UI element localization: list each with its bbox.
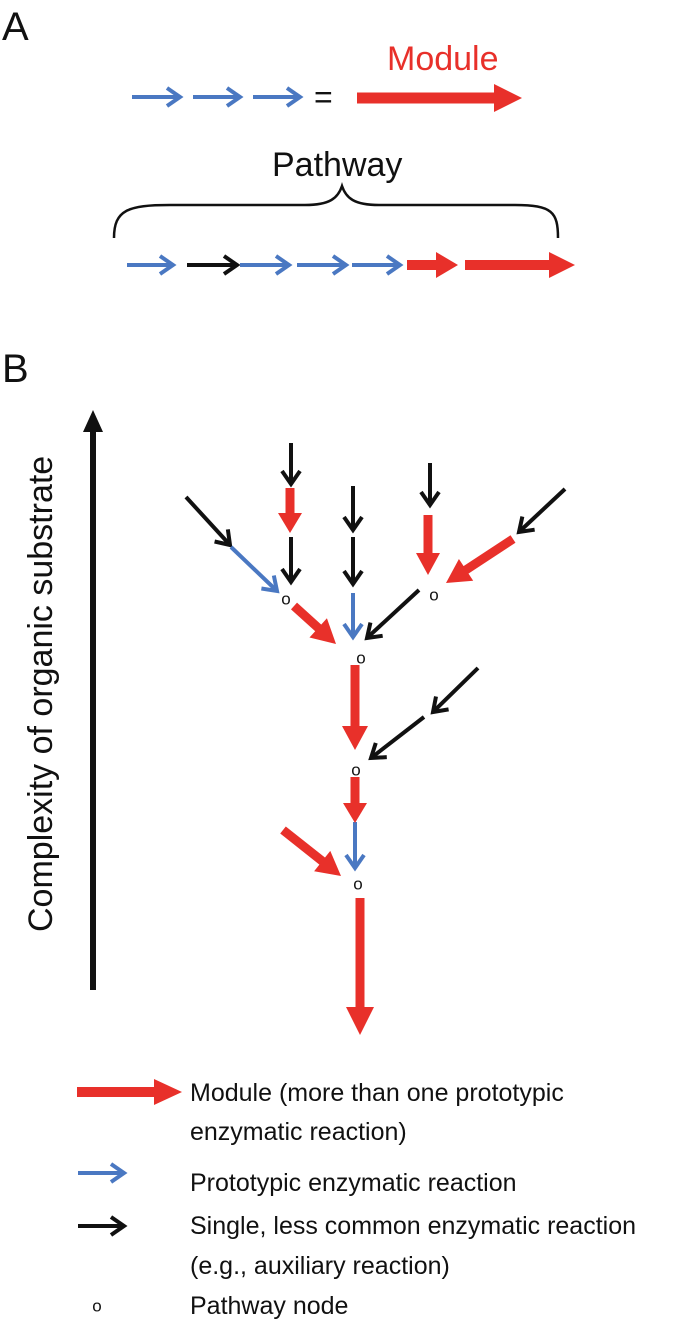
single-reaction-arrow (430, 666, 480, 715)
single-reaction-arrow (364, 588, 421, 641)
legend: Module (more than one prototypic enzymati… (77, 1079, 636, 1320)
complexity-axis-arrow (83, 410, 103, 990)
pathway-node: o (281, 590, 290, 609)
legend-label: Pathway node (190, 1292, 348, 1320)
single-reaction-arrow (280, 537, 302, 586)
pathway-arrow-row (127, 252, 575, 278)
legend-label: Single, less common enzymatic reaction (190, 1212, 636, 1240)
legend-label: Prototypic enzymatic reaction (190, 1169, 517, 1197)
pathway-node: o (351, 761, 360, 780)
prototypic-arrow (344, 822, 366, 872)
module-arrow (416, 515, 440, 575)
single-reaction-arrow (516, 487, 567, 535)
prototypic-arrow (297, 254, 350, 276)
complexity-axis-label: Complexity of organic substrate (22, 456, 60, 932)
prototypic-arrow-row (132, 86, 304, 108)
prototypic-arrow (240, 254, 293, 276)
prototypic-arrow (342, 593, 364, 641)
legend-label: Module (more than one prototypic (190, 1079, 564, 1107)
prototypic-arrow (253, 86, 304, 108)
legend-node-symbol: o (92, 1297, 101, 1316)
legend-module-arrow (77, 1079, 182, 1105)
prototypic-arrow (229, 545, 280, 594)
pathway-node: o (429, 586, 438, 605)
equals-sign: = (314, 79, 333, 115)
module-arrow (357, 84, 522, 112)
module-arrow (346, 898, 374, 1035)
legend-label: (e.g., auxiliary reaction) (190, 1252, 450, 1280)
legend-item-single: Single, less common enzymatic reaction (e… (78, 1212, 636, 1280)
module-arrow (280, 826, 341, 876)
legend-prototypic-arrow (78, 1162, 128, 1184)
module-arrow (357, 84, 522, 112)
single-reaction-arrow (342, 537, 364, 588)
single-reaction-arrow (368, 715, 426, 761)
legend-single-arrow (78, 1215, 128, 1237)
prototypic-arrow (193, 86, 244, 108)
legend-item-node: o Pathway node (92, 1292, 348, 1320)
module-arrow (278, 488, 302, 533)
module-arrow (446, 535, 516, 583)
legend-item-module: Module (more than one prototypic enzymati… (77, 1079, 564, 1146)
pathway-tree (184, 443, 567, 1035)
legend-item-prototypic: Prototypic enzymatic reaction (78, 1162, 517, 1197)
pathway-brace (112, 182, 560, 239)
module-label: Module (387, 40, 499, 78)
legend-label: enzymatic reaction) (190, 1118, 407, 1146)
prototypic-arrow (352, 254, 404, 276)
single-reaction-arrow (187, 254, 241, 276)
single-reaction-arrow (280, 443, 302, 488)
pathway-node: o (353, 875, 362, 894)
single-reaction-arrow (419, 463, 441, 509)
panel-b-letter: B (2, 347, 29, 391)
pathway-label: Pathway (272, 146, 402, 184)
pathway-node: o (356, 649, 365, 668)
module-arrow (290, 602, 336, 644)
module-arrow (465, 252, 575, 278)
prototypic-arrow (127, 254, 177, 276)
panel-a-letter: A (2, 5, 29, 49)
prototypic-arrow (132, 86, 304, 108)
prototypic-arrow (132, 86, 184, 108)
module-arrow (407, 252, 458, 278)
single-reaction-arrow (184, 495, 233, 548)
pathway-nodes: o o o o o (281, 586, 438, 894)
module-arrow (342, 665, 368, 750)
single-reaction-arrow (342, 486, 364, 534)
module-arrow (343, 777, 367, 823)
